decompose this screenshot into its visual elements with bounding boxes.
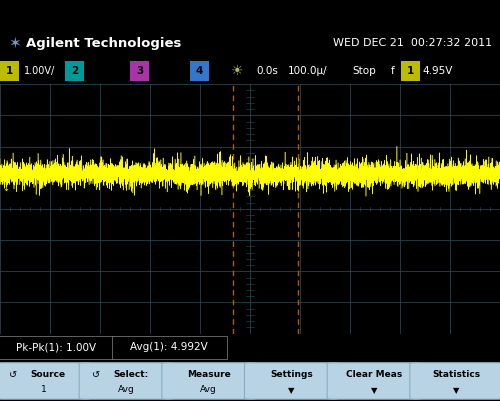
Text: Settings: Settings: [270, 371, 312, 379]
Text: Pk-Pk(1): 1.00V: Pk-Pk(1): 1.00V: [16, 342, 96, 352]
FancyBboxPatch shape: [190, 61, 209, 81]
FancyBboxPatch shape: [65, 61, 84, 81]
Text: ▼: ▼: [288, 387, 294, 395]
FancyBboxPatch shape: [327, 363, 421, 399]
Text: ▼: ▼: [454, 387, 460, 395]
Text: 1: 1: [40, 385, 46, 394]
Text: ↺: ↺: [9, 370, 17, 380]
FancyBboxPatch shape: [162, 363, 256, 399]
Text: 1.00V/: 1.00V/: [24, 66, 55, 75]
Text: ✶: ✶: [9, 36, 22, 51]
FancyBboxPatch shape: [244, 363, 338, 399]
Text: 3: 3: [136, 66, 143, 75]
FancyBboxPatch shape: [400, 61, 419, 81]
Text: ▼: ▼: [371, 387, 378, 395]
FancyBboxPatch shape: [130, 61, 149, 81]
FancyBboxPatch shape: [0, 61, 19, 81]
Text: Stop: Stop: [352, 66, 376, 75]
Text: WED DEC 21  00:27:32 2011: WED DEC 21 00:27:32 2011: [334, 38, 492, 48]
Text: Select:: Select:: [114, 371, 148, 379]
Text: Clear Meas: Clear Meas: [346, 371, 402, 379]
Text: 4: 4: [196, 66, 203, 75]
Text: 1: 1: [6, 66, 13, 75]
Text: Source: Source: [31, 371, 66, 379]
FancyBboxPatch shape: [112, 336, 226, 359]
FancyBboxPatch shape: [79, 363, 173, 399]
Text: Statistics: Statistics: [432, 371, 480, 379]
Text: 2: 2: [71, 66, 78, 75]
FancyBboxPatch shape: [410, 363, 500, 399]
Text: 100.0μ/: 100.0μ/: [288, 66, 327, 75]
FancyBboxPatch shape: [0, 336, 114, 359]
FancyBboxPatch shape: [0, 363, 90, 399]
Text: ↺: ↺: [92, 370, 100, 380]
Text: 1: 1: [406, 66, 414, 75]
Text: Avg(1): 4.992V: Avg(1): 4.992V: [130, 342, 208, 352]
Text: 0.0s: 0.0s: [256, 66, 278, 75]
Text: f: f: [391, 66, 395, 75]
Text: Measure: Measure: [187, 371, 230, 379]
Text: Avg: Avg: [118, 385, 134, 394]
Text: ↓: ↓: [2, 184, 10, 193]
Text: ☀: ☀: [231, 64, 244, 77]
Text: Agilent Technologies: Agilent Technologies: [26, 37, 182, 50]
Text: Avg: Avg: [200, 385, 217, 394]
Text: 4.95V: 4.95V: [422, 66, 453, 75]
